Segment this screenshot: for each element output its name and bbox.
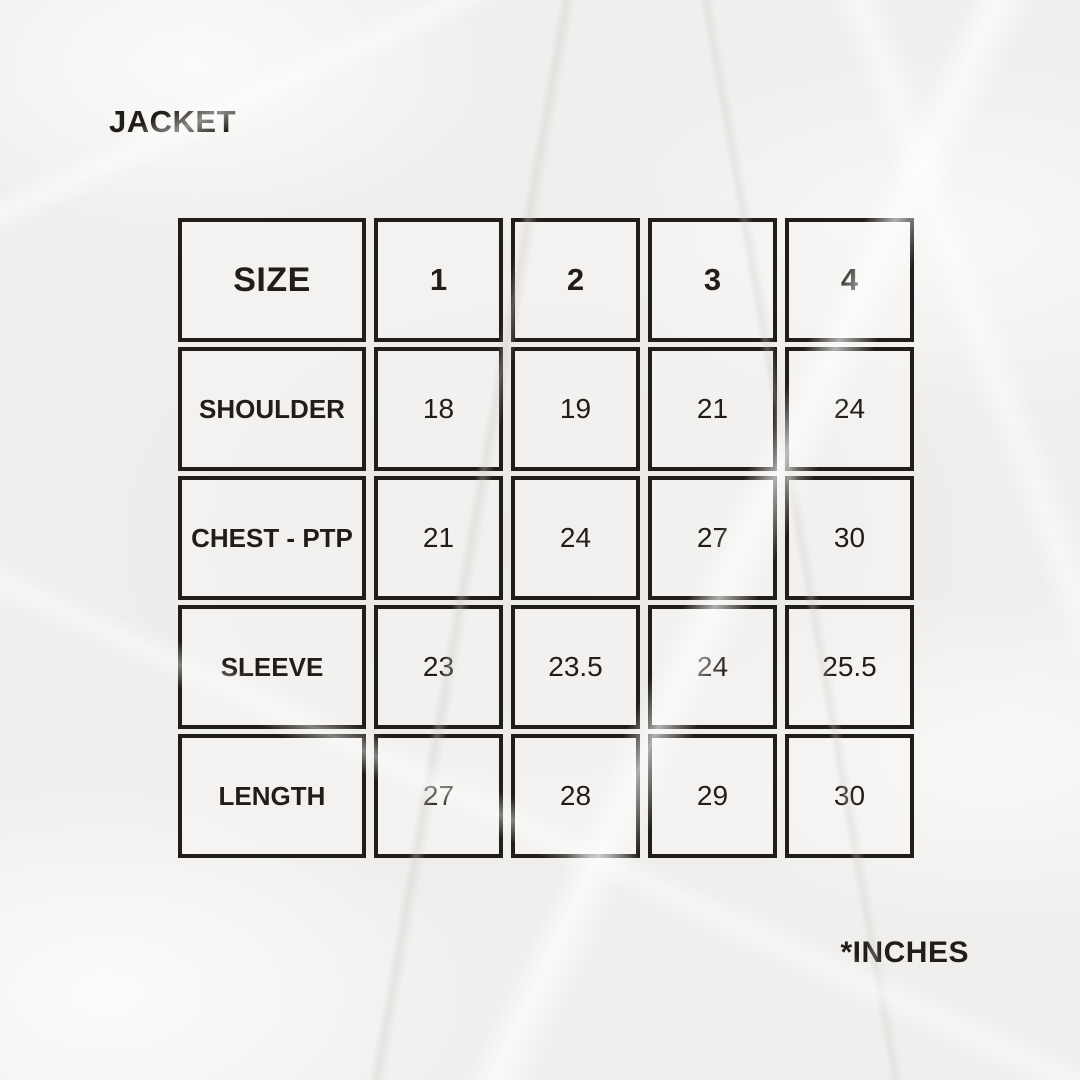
value-cell: 21 [374, 476, 503, 600]
table-header-row: SIZE 1 2 3 4 [178, 218, 914, 342]
value-cell: 24 [648, 605, 777, 729]
value-cell: 25.5 [785, 605, 914, 729]
value-cell: 18 [374, 347, 503, 471]
value-cell: 30 [785, 734, 914, 858]
value-cell: 27 [648, 476, 777, 600]
header-cell-size: SIZE [178, 218, 366, 342]
header-cell-size-4: 4 [785, 218, 914, 342]
value-cell: 23 [374, 605, 503, 729]
unit-footnote: *INCHES [840, 936, 969, 969]
value-cell: 30 [785, 476, 914, 600]
table-row-sleeve: SLEEVE 23 23.5 24 25.5 [178, 605, 914, 729]
row-label-shoulder: SHOULDER [178, 347, 366, 471]
value-cell: 27 [374, 734, 503, 858]
value-cell: 24 [785, 347, 914, 471]
row-label-chest: CHEST - PTP [178, 476, 366, 600]
value-cell: 24 [511, 476, 640, 600]
table-row-chest: CHEST - PTP 21 24 27 30 [178, 476, 914, 600]
header-cell-size-1: 1 [374, 218, 503, 342]
value-cell: 28 [511, 734, 640, 858]
page-title: JACKET [109, 104, 237, 139]
header-cell-size-3: 3 [648, 218, 777, 342]
value-cell: 21 [648, 347, 777, 471]
size-chart-table: SIZE 1 2 3 4 SHOULDER 18 19 21 24 CHEST … [170, 213, 922, 863]
row-label-length: LENGTH [178, 734, 366, 858]
header-cell-size-2: 2 [511, 218, 640, 342]
table-row-length: LENGTH 27 28 29 30 [178, 734, 914, 858]
value-cell: 23.5 [511, 605, 640, 729]
table-row-shoulder: SHOULDER 18 19 21 24 [178, 347, 914, 471]
value-cell: 19 [511, 347, 640, 471]
row-label-sleeve: SLEEVE [178, 605, 366, 729]
value-cell: 29 [648, 734, 777, 858]
